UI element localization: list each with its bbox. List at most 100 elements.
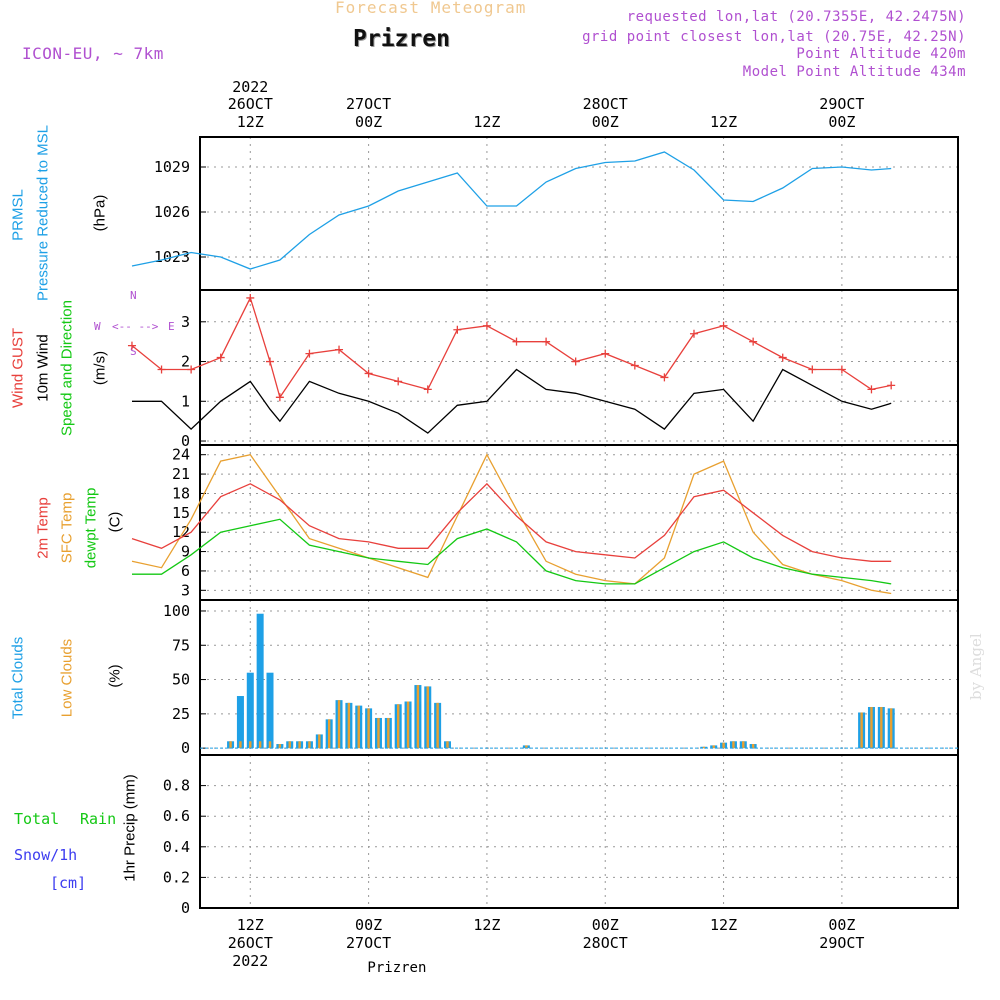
gust-marker — [275, 393, 284, 402]
bottom-hour-label: 00Z — [592, 916, 619, 934]
bottom-day-label: 29OCT — [819, 934, 864, 952]
gust-marker — [157, 365, 166, 374]
low-clouds-bar — [377, 717, 380, 749]
y-tick-label: 18 — [172, 484, 190, 502]
y-tick-label: 6 — [181, 562, 190, 580]
low-clouds-bar — [751, 744, 755, 749]
rain-label-2: Rain — [80, 810, 117, 828]
bottom-day-label: 27OCT — [346, 934, 391, 952]
gust-marker — [837, 365, 846, 374]
y-tick-label: 0.6 — [163, 807, 190, 825]
y-tick-label: 3 — [181, 313, 190, 331]
low-clouds-bar — [396, 704, 400, 749]
compass-we: <-- --> — [112, 320, 159, 333]
total-clouds-bar — [236, 696, 244, 749]
low-clouds-bar — [860, 712, 863, 749]
low-clouds-bar — [249, 741, 252, 749]
y-tick-label: 0 — [181, 899, 190, 917]
product-title: Forecast Meteogram — [335, 0, 527, 17]
y-tick-label: 1029 — [154, 158, 190, 176]
top-year-label: 2022 — [232, 78, 268, 96]
low-clouds-bar — [347, 702, 351, 749]
y-tick-label: 50 — [172, 671, 190, 689]
low-clouds-bar — [889, 708, 893, 749]
gust-marker — [335, 345, 344, 354]
low-clouds-bar — [732, 741, 735, 749]
panel-frame — [199, 754, 959, 909]
t2m-temp-line — [131, 482, 892, 562]
snow-unit: [cm] — [50, 874, 87, 892]
y-tick-label: 9 — [181, 543, 190, 561]
gust-marker — [887, 381, 896, 390]
gust-marker — [571, 357, 580, 366]
bottom-hour-label: 12Z — [237, 916, 264, 934]
low-clouds-bar — [308, 741, 311, 749]
gust-marker — [542, 337, 551, 346]
bottom-day-label: 26OCT — [228, 934, 273, 952]
bottom-day-label: 28OCT — [583, 934, 628, 952]
low-clouds-bar — [436, 702, 439, 749]
compass-e: E — [168, 320, 175, 333]
top-day-label: 26OCT — [228, 95, 273, 113]
location-title: Prizren — [353, 26, 450, 52]
wind-10m-line — [132, 368, 892, 434]
low-clouds-bar — [742, 741, 745, 749]
gust-marker — [778, 353, 787, 362]
gust-marker — [630, 361, 639, 370]
y-tick-label: 0 — [181, 432, 190, 450]
y-tick-label: 3 — [181, 581, 190, 599]
panel-frame — [199, 136, 959, 291]
low-clouds-bar — [525, 745, 528, 749]
bottom-hour-label: 12Z — [473, 916, 500, 934]
bottom-hour-label: 12Z — [710, 916, 737, 934]
top-hour-label: 12Z — [710, 113, 737, 131]
bottom-location-label: Prizren — [367, 960, 426, 976]
low-clouds-bar — [288, 741, 291, 749]
low-clouds-bar — [426, 686, 429, 749]
gust-marker — [660, 373, 669, 382]
low-clouds-bar — [239, 741, 242, 749]
low-clouds-bar — [406, 701, 410, 749]
sfc-temp-line — [131, 453, 892, 595]
gust-marker — [482, 321, 491, 330]
gust-marker — [423, 385, 432, 394]
y-tick-label: 2 — [181, 353, 190, 371]
gust-marker — [364, 369, 373, 378]
y-tick-label: 25 — [172, 705, 190, 723]
gust-marker — [246, 293, 255, 302]
gust-marker — [305, 349, 314, 358]
top-hour-label: 00Z — [828, 113, 855, 131]
y-tick-label: 100 — [163, 602, 190, 620]
total-clouds-bar — [266, 672, 274, 749]
gust-marker — [719, 321, 728, 330]
low-clouds-bar — [870, 706, 873, 749]
gust-marker — [512, 337, 521, 346]
grid-point-coords: grid point closest lon,lat (20.75E, 42.2… — [582, 29, 966, 45]
y-tick-label: 15 — [172, 504, 190, 522]
low-clouds-bar — [387, 717, 390, 749]
y-tick-label: 0.4 — [163, 838, 190, 856]
model-altitude: Model Point Altitude 434m — [742, 64, 966, 80]
panel-frame — [199, 444, 959, 601]
total-clouds-bar — [256, 613, 264, 749]
gust-marker — [127, 341, 136, 350]
gust-marker — [867, 385, 876, 394]
panel-frame — [199, 599, 959, 756]
low-clouds-bar — [229, 741, 232, 749]
gust-marker — [689, 329, 698, 338]
top-hour-label: 12Z — [237, 113, 264, 131]
top-hour-label: 00Z — [355, 113, 382, 131]
prmsl-line — [131, 151, 892, 270]
bottom-year-label: 2022 — [232, 952, 268, 970]
low-clouds-bar — [367, 708, 370, 749]
y-tick-label: 75 — [172, 636, 190, 654]
dewpt-temp-line — [132, 518, 892, 585]
requested-coords: requested lon,lat (20.7355E, 42.2475N) — [626, 9, 966, 25]
y-tick-label: 1 — [181, 392, 190, 410]
total-clouds-bar — [246, 672, 254, 749]
y-tick-label: 0.8 — [163, 777, 190, 795]
top-day-label: 27OCT — [346, 95, 391, 113]
rain-label-1: Total — [14, 810, 60, 828]
gust-marker — [601, 349, 610, 358]
